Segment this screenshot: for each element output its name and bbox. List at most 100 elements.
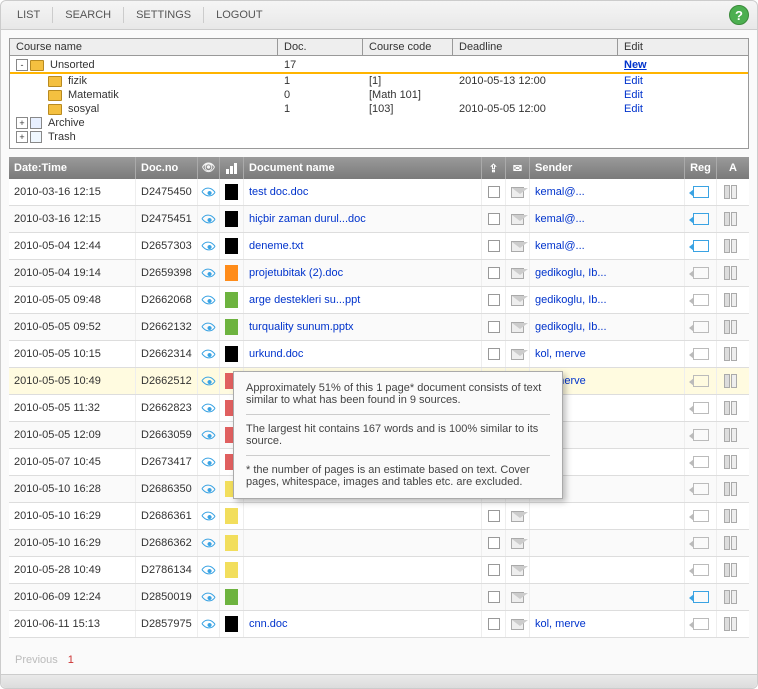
envelope-icon[interactable] bbox=[511, 214, 524, 225]
checkbox[interactable] bbox=[488, 294, 500, 306]
document-name-link[interactable]: urkund.doc bbox=[249, 348, 303, 360]
checkbox[interactable] bbox=[488, 213, 500, 225]
register-icon[interactable] bbox=[693, 240, 709, 252]
sender-link[interactable]: kemal@... bbox=[535, 186, 585, 198]
pager-previous[interactable]: Previous bbox=[15, 654, 58, 666]
eye-icon[interactable] bbox=[201, 293, 216, 308]
significance-swatch[interactable] bbox=[225, 508, 238, 524]
tree-edit-link[interactable]: Edit bbox=[624, 103, 643, 115]
checkbox[interactable] bbox=[488, 348, 500, 360]
analysis-icon[interactable] bbox=[724, 212, 742, 226]
checkbox[interactable] bbox=[488, 321, 500, 333]
register-icon[interactable] bbox=[693, 483, 709, 495]
tree-toggle[interactable]: + bbox=[16, 131, 28, 143]
document-name-link[interactable]: deneme.txt bbox=[249, 240, 303, 252]
significance-swatch[interactable] bbox=[225, 616, 238, 632]
envelope-icon[interactable] bbox=[511, 322, 524, 333]
tree-edit-link[interactable]: New bbox=[624, 59, 647, 71]
eye-icon[interactable] bbox=[201, 347, 216, 362]
sender-link[interactable]: kemal@... bbox=[535, 240, 585, 252]
register-icon[interactable] bbox=[693, 375, 709, 387]
register-icon[interactable] bbox=[693, 456, 709, 468]
register-icon[interactable] bbox=[693, 402, 709, 414]
lh-name[interactable]: Document name bbox=[244, 157, 482, 179]
eye-icon[interactable] bbox=[201, 212, 216, 227]
register-icon[interactable] bbox=[693, 564, 709, 576]
envelope-icon[interactable] bbox=[511, 511, 524, 522]
analysis-icon[interactable] bbox=[724, 428, 742, 442]
envelope-icon[interactable] bbox=[511, 295, 524, 306]
document-name-link[interactable]: hiçbir zaman durul...doc bbox=[249, 213, 366, 225]
envelope-icon[interactable] bbox=[511, 349, 524, 360]
lh-reg[interactable]: Reg bbox=[685, 157, 717, 179]
eye-icon[interactable] bbox=[201, 374, 216, 389]
significance-swatch[interactable] bbox=[225, 346, 238, 362]
register-icon[interactable] bbox=[693, 294, 709, 306]
register-icon[interactable] bbox=[693, 348, 709, 360]
eye-icon[interactable] bbox=[201, 185, 216, 200]
register-icon[interactable] bbox=[693, 321, 709, 333]
tree-row[interactable]: fizik1[1]2010-05-13 12:00Edit bbox=[10, 74, 748, 88]
tree-row[interactable]: +Archive bbox=[10, 116, 748, 130]
eye-icon[interactable] bbox=[201, 617, 216, 632]
analysis-icon[interactable] bbox=[724, 347, 742, 361]
tree-toggle[interactable]: + bbox=[16, 117, 28, 129]
checkbox[interactable] bbox=[488, 267, 500, 279]
nav-list[interactable]: LIST bbox=[9, 7, 48, 23]
eye-icon[interactable] bbox=[201, 266, 216, 281]
sender-link[interactable]: gedikoglu, Ib... bbox=[535, 294, 607, 306]
analysis-icon[interactable] bbox=[724, 617, 742, 631]
eye-icon[interactable] bbox=[201, 509, 216, 524]
checkbox[interactable] bbox=[488, 510, 500, 522]
significance-swatch[interactable] bbox=[225, 319, 238, 335]
analysis-icon[interactable] bbox=[724, 563, 742, 577]
nav-search[interactable]: SEARCH bbox=[57, 7, 119, 23]
sender-link[interactable]: kemal@... bbox=[535, 213, 585, 225]
analysis-icon[interactable] bbox=[724, 374, 742, 388]
analysis-icon[interactable] bbox=[724, 185, 742, 199]
checkbox[interactable] bbox=[488, 564, 500, 576]
lh-sender[interactable]: Sender bbox=[530, 157, 685, 179]
significance-swatch[interactable] bbox=[225, 292, 238, 308]
checkbox[interactable] bbox=[488, 537, 500, 549]
analysis-icon[interactable] bbox=[724, 320, 742, 334]
lh-date[interactable]: Date:Time bbox=[9, 157, 136, 179]
register-icon[interactable] bbox=[693, 591, 709, 603]
eye-icon[interactable] bbox=[201, 320, 216, 335]
nav-settings[interactable]: SETTINGS bbox=[128, 7, 199, 23]
analysis-icon[interactable] bbox=[724, 401, 742, 415]
analysis-icon[interactable] bbox=[724, 536, 742, 550]
analysis-icon[interactable] bbox=[724, 293, 742, 307]
tree-row[interactable]: Matematik0[Math 101]Edit bbox=[10, 88, 748, 102]
envelope-icon[interactable] bbox=[511, 241, 524, 252]
lh-docno[interactable]: Doc.no bbox=[136, 157, 198, 179]
sender-link[interactable]: kol, merve bbox=[535, 618, 586, 630]
register-icon[interactable] bbox=[693, 537, 709, 549]
significance-swatch[interactable] bbox=[225, 535, 238, 551]
analysis-icon[interactable] bbox=[724, 455, 742, 469]
analysis-icon[interactable] bbox=[724, 509, 742, 523]
significance-swatch[interactable] bbox=[225, 238, 238, 254]
significance-swatch[interactable] bbox=[225, 184, 238, 200]
envelope-icon[interactable] bbox=[511, 187, 524, 198]
eye-icon[interactable] bbox=[201, 428, 216, 443]
lh-sig-icon[interactable] bbox=[220, 157, 244, 179]
register-icon[interactable] bbox=[693, 429, 709, 441]
sender-link[interactable]: gedikoglu, Ib... bbox=[535, 267, 607, 279]
document-name-link[interactable]: cnn.doc bbox=[249, 618, 288, 630]
sender-link[interactable]: kol, merve bbox=[535, 348, 586, 360]
checkbox[interactable] bbox=[488, 240, 500, 252]
envelope-icon[interactable] bbox=[511, 538, 524, 549]
lh-view-icon[interactable]: 👁 bbox=[198, 157, 220, 179]
lh-a[interactable]: A bbox=[717, 157, 749, 179]
tree-row[interactable]: +Trash bbox=[10, 130, 748, 144]
eye-icon[interactable] bbox=[201, 482, 216, 497]
sender-link[interactable]: gedikoglu, Ib... bbox=[535, 321, 607, 333]
envelope-icon[interactable] bbox=[511, 592, 524, 603]
analysis-icon[interactable] bbox=[724, 590, 742, 604]
tree-row[interactable]: -Unsorted17New bbox=[10, 58, 748, 72]
register-icon[interactable] bbox=[693, 186, 709, 198]
lh-flag-icon[interactable]: ⇪ bbox=[482, 157, 506, 179]
eye-icon[interactable] bbox=[201, 239, 216, 254]
register-icon[interactable] bbox=[693, 618, 709, 630]
